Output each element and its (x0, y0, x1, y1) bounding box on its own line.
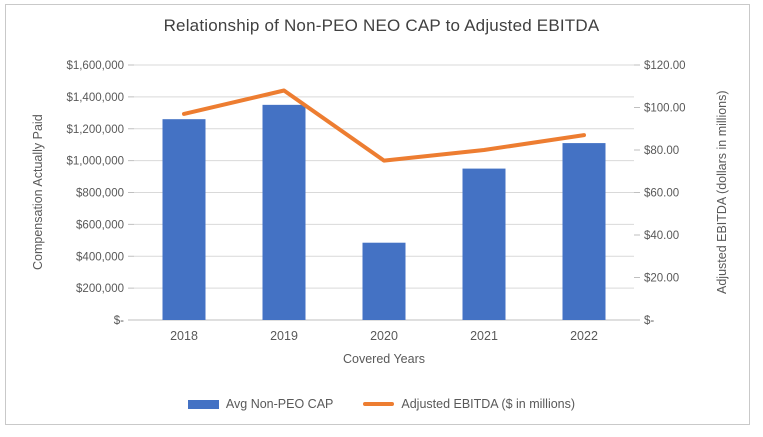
x-axis-tick-label: 2021 (470, 329, 498, 343)
left-axis-tick-label: $600,000 (76, 219, 124, 231)
chart-title: Relationship of Non-PEO NEO CAP to Adjus… (163, 16, 600, 35)
bar-2021 (462, 168, 506, 320)
bar-2019 (262, 104, 306, 320)
legend-label-bar: Avg Non-PEO CAP (225, 397, 334, 411)
right-axis-tick-label: $20.00 (644, 273, 679, 285)
legend-item-bar: Avg Non-PEO CAP (187, 397, 334, 411)
left-axis-tick-label: $800,000 (76, 188, 124, 200)
legend: Avg Non-PEO CAP Adjusted EBITDA ($ in mi… (0, 397, 763, 411)
left-axis-tick-label: $- (114, 315, 124, 327)
left-axis-tick-label: $1,200,000 (66, 124, 124, 136)
right-axis-tick-label: $100.00 (644, 103, 686, 115)
x-axis-title: Covered Years (342, 352, 425, 366)
ebitda-line (182, 88, 586, 163)
bar-2018 (162, 119, 206, 320)
bar-2022 (562, 143, 606, 320)
x-axis-tick-label: 2018 (170, 329, 198, 343)
right-axis-tick-label: $- (644, 315, 654, 327)
right-axis-tick-label: $80.00 (644, 145, 679, 157)
legend-label-line: Adjusted EBITDA ($ in millions) (401, 397, 576, 411)
bar-2020 (362, 242, 406, 320)
x-axis-tick-label: 2020 (370, 329, 398, 343)
left-axis-tick-label: $400,000 (76, 251, 124, 263)
chart-frame (5, 4, 750, 425)
right-axis-tick-label: $60.00 (644, 188, 679, 200)
left-axis-tick-label: $1,600,000 (66, 60, 124, 72)
left-axis-tick-label: $200,000 (76, 283, 124, 295)
left-axis-tick-label: $1,000,000 (66, 156, 124, 168)
bar-series-swatch (187, 399, 219, 409)
right-axis-tick-label: $120.00 (644, 60, 686, 72)
x-axis-tick-label: 2019 (270, 329, 298, 343)
right-axis-tick-label: $40.00 (644, 230, 679, 242)
left-axis-tick-label: $1,400,000 (66, 92, 124, 104)
legend-item-line: Adjusted EBITDA ($ in millions) (363, 397, 575, 411)
x-axis-tick-label: 2022 (570, 329, 598, 343)
line-series-swatch (363, 402, 395, 406)
